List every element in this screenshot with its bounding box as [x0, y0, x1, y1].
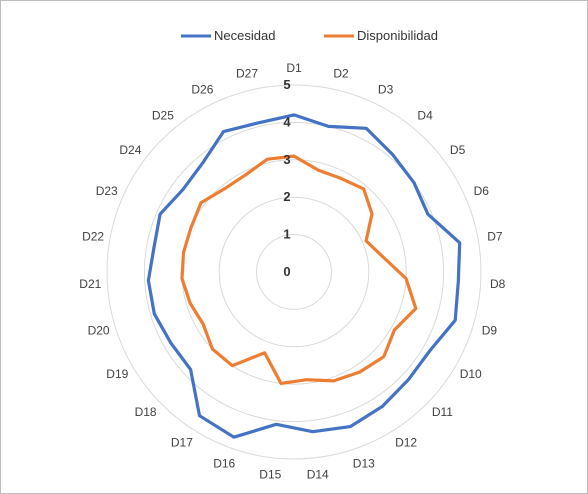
series-necesidad-line	[146, 113, 462, 439]
tick-label-3: 3	[283, 152, 290, 167]
tick-label-1: 1	[283, 227, 290, 242]
grid-ring-4	[143, 121, 445, 423]
grid-ring-5	[106, 84, 482, 460]
category-labels: D1 D2 D3 D4 D5 D6 D7 D8 D9 D10 D11 D12 D13 D14 D15 D16 D…	[79, 61, 505, 482]
tick-label-5: 5	[283, 77, 290, 92]
category-label-d13: D13	[353, 457, 375, 471]
category-label-d18: D18	[135, 405, 157, 419]
category-label-d20: D20	[88, 324, 110, 338]
category-label-d6: D6	[474, 184, 490, 198]
category-label-d12: D12	[395, 435, 417, 449]
radial-tick-labels: 0 1 2 3 4 5	[283, 77, 291, 279]
category-label-d21: D21	[79, 277, 101, 291]
category-label-d15: D15	[259, 468, 281, 482]
legend-item-necesidad: Necesidad	[181, 28, 275, 43]
series-disponibilidad-line	[180, 154, 418, 385]
category-label-d27: D27	[236, 67, 258, 81]
radar-grid	[106, 84, 482, 460]
tick-label-4: 4	[283, 114, 291, 129]
legend-item-disponibilidad: Disponibilidad	[324, 28, 438, 43]
legend-label-necesidad: Necesidad	[214, 28, 275, 43]
tick-label-0: 0	[283, 264, 290, 279]
category-label-d19: D19	[106, 367, 128, 381]
category-label-d9: D9	[482, 324, 498, 338]
category-label-d2: D2	[333, 67, 349, 81]
grid-ring-2	[218, 196, 370, 348]
category-label-d24: D24	[119, 143, 141, 157]
category-label-d11: D11	[432, 405, 453, 419]
category-label-d4: D4	[417, 109, 433, 123]
category-label-d14: D14	[307, 468, 329, 482]
category-label-d23: D23	[96, 184, 118, 198]
tick-label-2: 2	[283, 189, 290, 204]
category-label-d26: D26	[191, 83, 213, 97]
category-label-d16: D16	[213, 457, 235, 471]
category-label-d25: D25	[152, 109, 174, 123]
legend-label-disponibilidad: Disponibilidad	[357, 28, 438, 43]
category-label-d10: D10	[460, 367, 482, 381]
series-group	[146, 113, 462, 439]
category-label-d17: D17	[171, 435, 193, 449]
category-label-d5: D5	[450, 143, 466, 157]
category-label-d22: D22	[82, 230, 104, 244]
category-label-d1: D1	[286, 61, 302, 75]
category-label-d8: D8	[490, 277, 506, 291]
grid-ring-1	[256, 234, 332, 310]
category-label-d3: D3	[378, 83, 394, 97]
legend: Necesidad Disponibilidad	[181, 28, 438, 43]
category-label-d7: D7	[487, 230, 503, 244]
